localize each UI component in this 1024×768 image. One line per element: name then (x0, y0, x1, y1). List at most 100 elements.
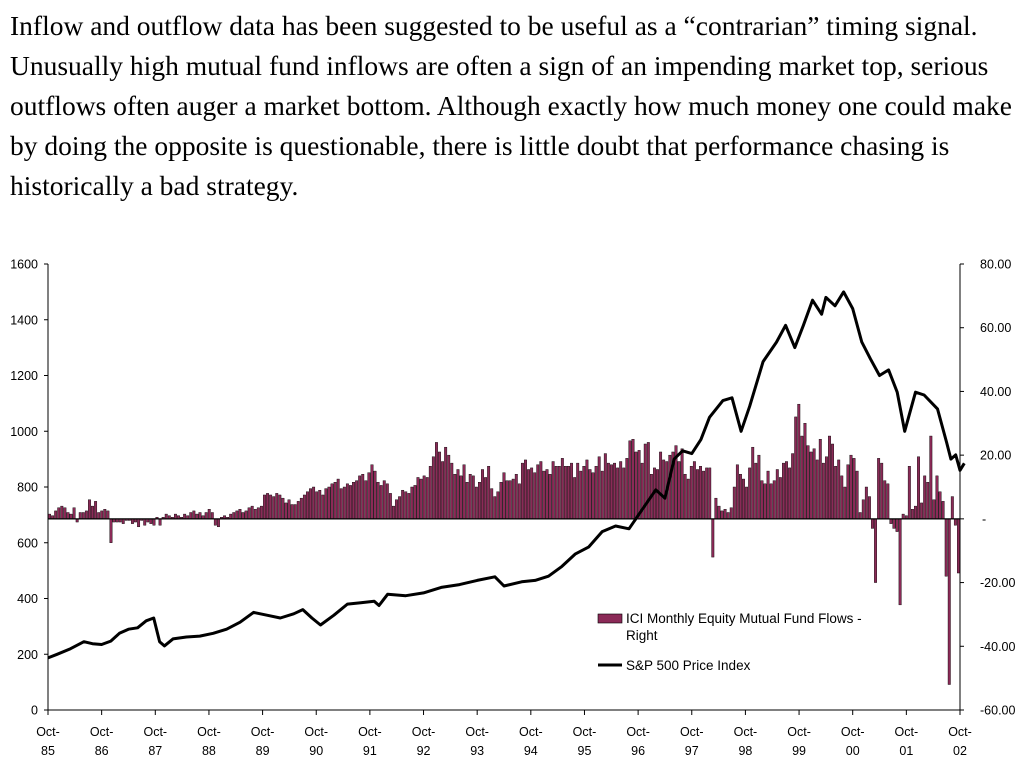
flow-bar (953, 518, 957, 526)
left-tick-label: 600 (17, 536, 38, 550)
flow-bar (149, 518, 153, 524)
flow-bar (785, 461, 788, 520)
flow-bar (892, 518, 896, 529)
flow-bar (677, 461, 681, 520)
flow-bar (901, 513, 905, 520)
flow-bar (131, 518, 134, 524)
x-tick-label: Oct-94 (519, 725, 543, 758)
flow-bar (232, 512, 236, 520)
flow-bar (309, 488, 312, 520)
flow-bar (345, 483, 349, 520)
flow-bar (192, 510, 196, 520)
flow-bar (330, 483, 334, 520)
flow-bar (431, 456, 435, 520)
x-tick-label: Oct-91 (358, 725, 382, 758)
flow-bar (404, 491, 408, 520)
flow-bar (269, 494, 273, 520)
flow-bar (78, 512, 82, 520)
flow-bar (757, 454, 761, 520)
flow-bar (751, 446, 755, 520)
flow-bar (739, 474, 742, 520)
flow-bar (259, 505, 263, 520)
flow-bar (250, 505, 254, 520)
flow-bar (508, 480, 512, 520)
flow-bar (821, 462, 825, 520)
flow-bar (106, 510, 110, 520)
flow-bar (520, 462, 524, 520)
x-tick-label: Oct-92 (412, 725, 436, 758)
flow-bar (487, 466, 491, 520)
flow-bar (551, 461, 555, 520)
flow-bar (530, 467, 534, 520)
flow-bar (576, 462, 580, 520)
flow-bar (164, 513, 168, 520)
flow-bar (809, 451, 813, 520)
flow-bar (81, 512, 85, 520)
intro-paragraph: Inflow and outflow data has been suggest… (10, 10, 1012, 201)
flow-bar (815, 459, 819, 520)
flow-bar (938, 491, 942, 520)
x-tick-label: Oct-00 (841, 725, 865, 758)
flow-bar (843, 486, 847, 520)
flow-bar (210, 512, 214, 520)
flow-bar (204, 512, 208, 520)
flow-bar (462, 464, 466, 520)
flow-bar (109, 518, 113, 543)
flow-bar (717, 505, 721, 520)
flow-bar (889, 518, 893, 524)
flow-bar (435, 442, 438, 520)
flow-bar (791, 453, 795, 520)
flow-bar (732, 486, 736, 520)
x-tick-label: Oct-01 (895, 725, 919, 758)
flow-bar (91, 505, 94, 520)
flow-bar (947, 518, 951, 685)
flow-bar (422, 475, 426, 520)
flow-bar (539, 461, 543, 520)
flow-bar (591, 472, 595, 520)
flow-bar (478, 482, 481, 520)
flow-bar (281, 497, 285, 520)
flow-bar (235, 510, 239, 520)
flow-bar (364, 480, 368, 520)
x-tick-label: Oct-89 (251, 725, 275, 758)
flow-bar (324, 488, 328, 520)
flow-bar (349, 485, 352, 520)
legend-bar-swatch (597, 613, 623, 624)
flow-bar (585, 459, 589, 520)
flow-bar (444, 446, 448, 520)
flow-bar (880, 462, 884, 520)
flow-bar (907, 466, 911, 520)
flow-bar (213, 518, 217, 526)
flow-bar (720, 510, 724, 520)
flow-bar (597, 456, 601, 520)
flow-bar (554, 466, 558, 520)
flow-bar (474, 486, 478, 520)
right-tick-label: 60.00 (980, 321, 1011, 335)
flow-bar (216, 518, 220, 528)
flow-bar (333, 482, 337, 520)
flow-bar (944, 518, 948, 577)
flow-bar (563, 466, 567, 520)
left-tick-label: 400 (17, 592, 38, 606)
flow-bar (895, 518, 899, 532)
left-tick-label: 1200 (10, 369, 38, 383)
flow-bar (920, 502, 924, 520)
flow-bar (263, 494, 266, 520)
flow-bar (696, 469, 699, 520)
flow-bar (708, 467, 712, 520)
flow-bar (373, 470, 377, 520)
flow-bar (557, 466, 561, 520)
flow-bar (714, 497, 718, 520)
flow-bar (398, 496, 402, 520)
flow-bar (705, 467, 709, 520)
legend-label-sp500: S&P 500 Price Index (626, 658, 751, 673)
flow-bar (603, 453, 607, 520)
flow-bar (287, 499, 291, 520)
flow-bar (861, 499, 865, 520)
left-tick-label: 1600 (10, 258, 38, 272)
flow-bar (401, 489, 405, 520)
flow-bar (318, 489, 322, 520)
flow-bar (935, 475, 939, 520)
flow-bar (410, 486, 414, 520)
flow-bar (622, 467, 626, 520)
